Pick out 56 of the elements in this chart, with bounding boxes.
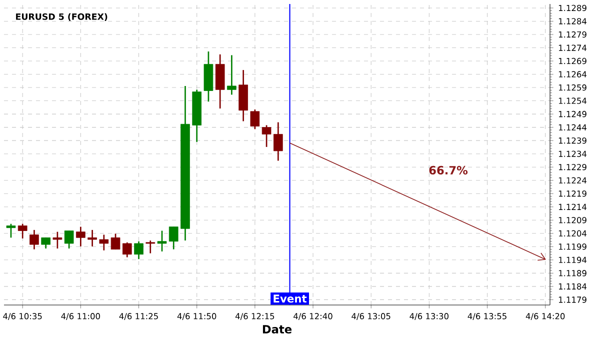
y-tick-label: 1.1264	[558, 71, 586, 78]
candlestick	[18, 223, 28, 240]
y-tick-label: 1.1229	[558, 164, 586, 170]
y-tick-label: 1.1194	[558, 256, 586, 264]
candlestick	[250, 108, 260, 130]
x-tick-label: 4/6 14:20	[526, 313, 565, 320]
ref-line-label: Event	[274, 294, 307, 303]
x-tick-label: 4/6 13:05	[352, 313, 390, 320]
candlestick	[76, 226, 86, 248]
candlestick	[146, 240, 156, 254]
x-tick-label: 4/6 11:50	[177, 313, 216, 320]
candlestick	[134, 240, 144, 260]
candlestick	[110, 232, 120, 250]
candlestick	[262, 124, 272, 148]
text: EURUSD 5 (FOREX)	[16, 13, 108, 21]
y-tick-label: 1.1244	[558, 124, 586, 130]
y-tick-label: 1.1239	[558, 137, 586, 144]
y-tick-label: 1.1204	[558, 230, 586, 237]
candlestick	[274, 122, 283, 162]
candlestick	[52, 231, 62, 250]
y-tick-label: 1.1284	[558, 18, 586, 24]
candlestick	[227, 54, 236, 96]
y-tick-label: 1.1184	[558, 283, 586, 290]
candlestick	[99, 234, 109, 252]
y-tick-label: 1.1224	[558, 177, 586, 184]
y-tick-label: 1.1199	[558, 244, 586, 250]
y-tick-label: 1.1219	[558, 190, 586, 197]
y-tick-label: 1.1259	[558, 84, 586, 91]
y-tick-label: 1.1254	[558, 98, 586, 104]
candlestick	[30, 229, 39, 250]
y-tick-label: 1.1179	[558, 296, 586, 303]
candlestick	[168, 226, 178, 250]
y-tick-label: 1.1214	[558, 204, 586, 210]
candlestick	[6, 223, 16, 238]
x-tick-label: 4/6 11:00	[61, 313, 100, 320]
y-tick-label: 1.1209	[558, 217, 586, 224]
y-tick-label: 1.1274	[558, 44, 586, 51]
x-tick-label: 4/6 13:55	[468, 313, 506, 320]
candlestick	[88, 229, 97, 248]
y-tick-label: 1.1269	[558, 58, 586, 64]
y-tick-label: 1.1279	[558, 31, 586, 38]
x-tick-label: 4/6 11:25	[119, 313, 158, 320]
x-tick-label: 4/6 10:35	[3, 313, 42, 320]
candlestick	[64, 230, 74, 250]
annotation: 66.7%	[429, 166, 468, 174]
x-tick-label: 4/6 13:30	[410, 313, 448, 320]
x-tick-label: 4/6 12:15	[235, 313, 274, 320]
y-tick-label: 1.1249	[558, 110, 586, 118]
candlestick	[122, 242, 132, 258]
x-axis-title: Date	[262, 325, 292, 334]
candlestick	[157, 230, 167, 252]
x-tick-label: 4/6 12:40	[294, 313, 332, 320]
y-tick-label: 1.1234	[558, 150, 586, 157]
y-tick-label: 1.1289	[558, 4, 586, 12]
y-tick-label: 1.1189	[558, 270, 586, 276]
candlestick	[41, 236, 50, 250]
